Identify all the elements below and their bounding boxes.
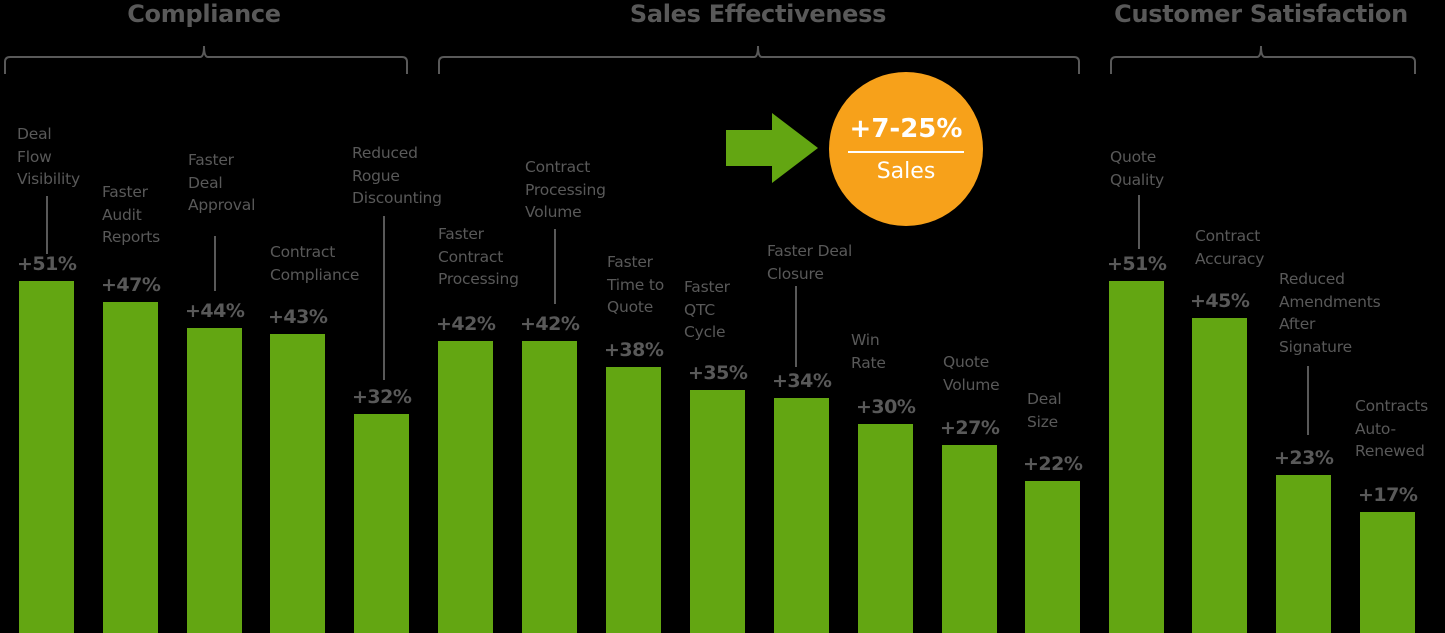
category-label: Reduced Rogue Discounting <box>352 144 442 207</box>
bar <box>19 281 74 633</box>
bar-value-label: +22% <box>1023 453 1083 475</box>
bar <box>187 328 242 633</box>
bar <box>690 390 745 633</box>
bar-value-label: +51% <box>1107 253 1167 275</box>
bar-value-label: +42% <box>520 313 580 335</box>
category-label: Faster QTC Cycle <box>684 278 730 341</box>
category-label: Faster Time to Quote <box>607 253 665 316</box>
leader-line <box>214 236 216 291</box>
bar-value-label: +23% <box>1274 447 1334 469</box>
right-arrow-icon <box>726 113 818 189</box>
category-label: Deal Flow Visibility <box>17 125 80 188</box>
bar-value-label: +51% <box>17 253 77 275</box>
bar <box>522 341 577 633</box>
bar <box>1276 475 1331 633</box>
bar-value-label: +32% <box>352 386 412 408</box>
category-label: Contract Compliance <box>270 243 360 284</box>
callout-divider <box>848 150 964 153</box>
group-bracket <box>4 40 408 76</box>
sales-callout-badge: +7-25% Sales <box>829 72 983 226</box>
bar <box>354 414 409 633</box>
bar <box>774 398 829 633</box>
category-label: Deal Size <box>1027 390 1062 431</box>
category-label: Quote Quality <box>1110 148 1164 189</box>
leader-line <box>46 196 48 254</box>
bar-value-label: +27% <box>940 417 1000 439</box>
category-label: Reduced Amendments After Signature <box>1279 270 1381 356</box>
bar <box>1192 318 1247 633</box>
group-title: Compliance <box>127 0 281 28</box>
bar-value-label: +42% <box>436 313 496 335</box>
leader-line <box>554 229 556 304</box>
category-label: Quote Volume <box>943 353 1000 394</box>
bar-value-label: +44% <box>185 300 245 322</box>
bar <box>858 424 913 633</box>
bar <box>1109 281 1164 633</box>
bar-value-label: +47% <box>101 274 161 296</box>
leader-line <box>1138 195 1140 249</box>
bar-value-label: +38% <box>604 339 664 361</box>
category-label: Contracts Auto- Renewed <box>1355 397 1428 460</box>
category-label: Faster Deal Approval <box>188 151 256 214</box>
bar-value-label: +35% <box>688 362 748 384</box>
leader-line <box>1307 366 1309 435</box>
category-label: Faster Deal Closure <box>767 242 853 283</box>
group-title: Customer Satisfaction <box>1114 0 1408 28</box>
category-label: Faster Audit Reports <box>102 183 161 246</box>
category-label: Contract Processing Volume <box>525 158 606 221</box>
callout-label: Sales <box>876 158 936 184</box>
bar <box>438 341 493 633</box>
bar-value-label: +34% <box>772 370 832 392</box>
category-label: Win Rate <box>851 331 886 372</box>
bar <box>1025 481 1080 633</box>
bar <box>103 302 158 633</box>
bar-value-label: +43% <box>268 306 328 328</box>
group-bracket <box>438 40 1080 76</box>
bar <box>942 445 997 633</box>
bar <box>1360 512 1415 633</box>
leader-line <box>383 216 385 380</box>
group-title: Sales Effectiveness <box>629 0 887 28</box>
bar-value-label: +45% <box>1190 290 1250 312</box>
category-label: Contract Accuracy <box>1195 227 1265 268</box>
category-label: Faster Contract Processing <box>438 225 519 288</box>
leader-line <box>795 286 797 367</box>
callout-value: +7-25% <box>849 113 963 144</box>
bar <box>270 334 325 633</box>
group-bracket <box>1110 40 1416 76</box>
bar <box>606 367 661 633</box>
bar-value-label: +30% <box>856 396 916 418</box>
bar-value-label: +17% <box>1358 484 1418 506</box>
